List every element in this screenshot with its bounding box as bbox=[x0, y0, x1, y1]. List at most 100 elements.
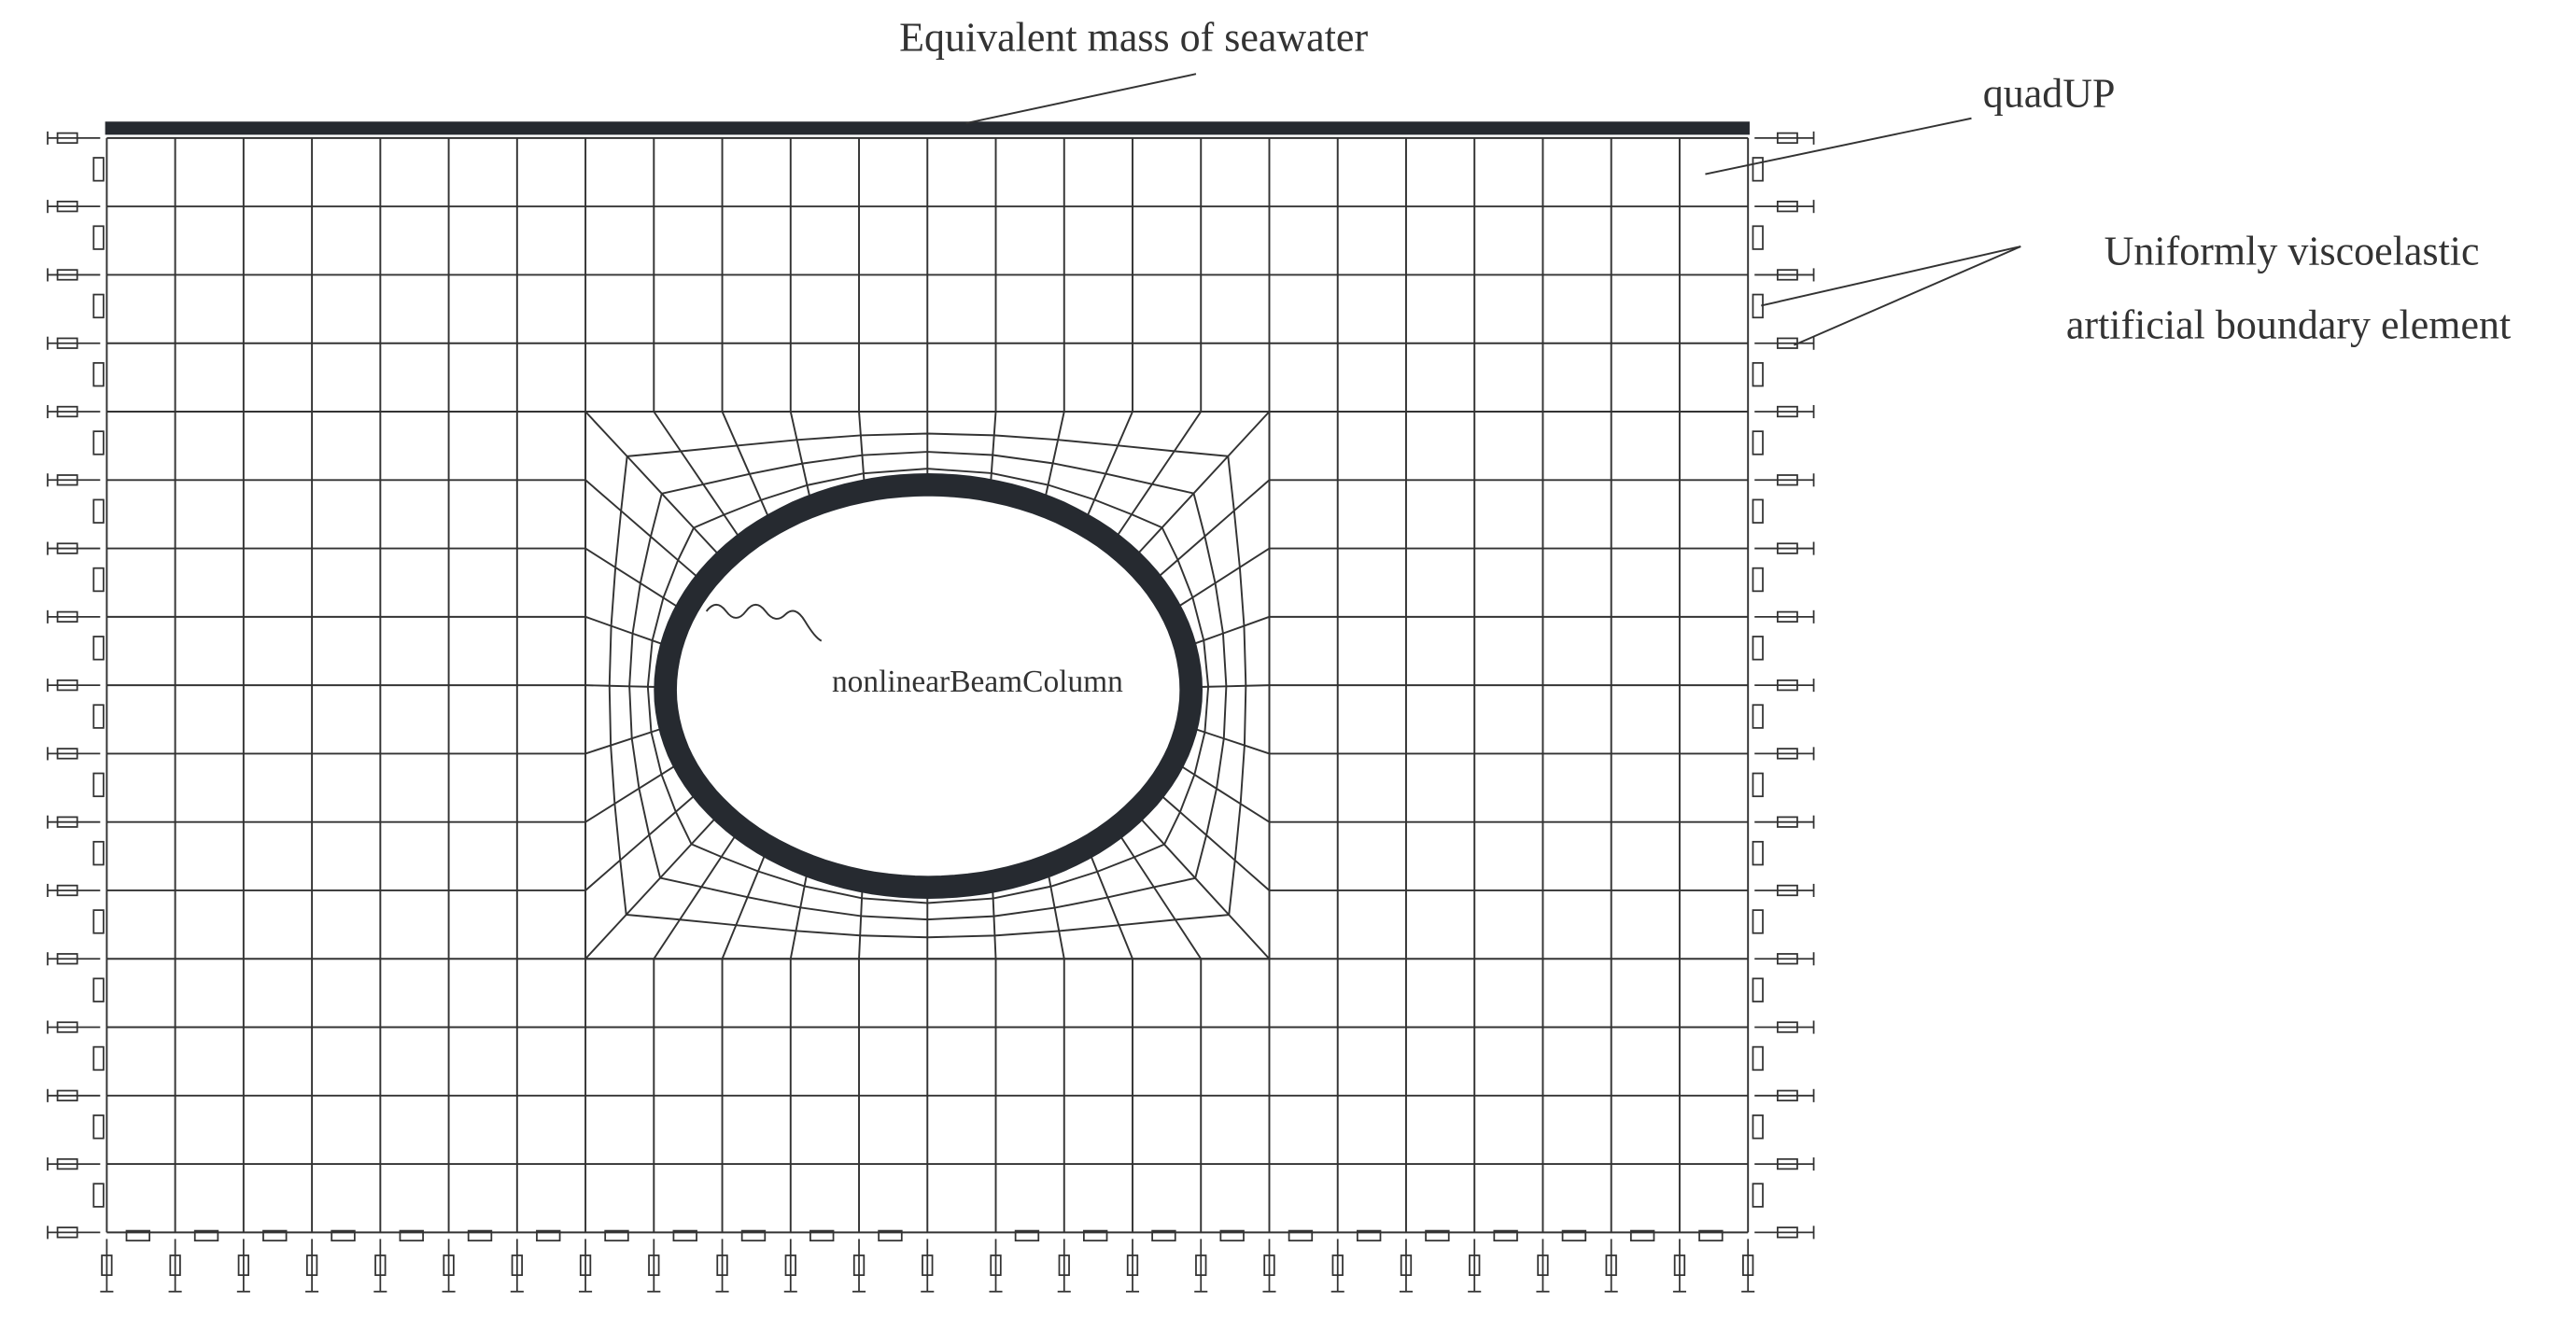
damper bbox=[1776, 816, 1798, 828]
damper bbox=[1776, 201, 1798, 213]
radial-line bbox=[1086, 847, 1133, 960]
radial-line bbox=[584, 724, 670, 755]
damper bbox=[604, 1229, 629, 1242]
damper bbox=[193, 1229, 219, 1242]
damper bbox=[1776, 884, 1798, 897]
damper bbox=[878, 1229, 903, 1242]
damper bbox=[1742, 1254, 1754, 1277]
damper bbox=[399, 1229, 424, 1242]
damper bbox=[1776, 1021, 1798, 1033]
damper bbox=[56, 610, 78, 623]
ring-line bbox=[584, 411, 1271, 960]
damper bbox=[784, 1254, 796, 1277]
ring-line bbox=[628, 451, 1228, 921]
radial-line bbox=[789, 411, 813, 507]
damper bbox=[648, 1254, 660, 1277]
radial-line bbox=[1082, 411, 1133, 525]
damper bbox=[1776, 748, 1798, 760]
damper bbox=[511, 1254, 523, 1277]
damper bbox=[1195, 1254, 1207, 1277]
damper bbox=[716, 1254, 728, 1277]
radial-line bbox=[1185, 615, 1270, 649]
damper bbox=[56, 201, 78, 213]
damper bbox=[1776, 132, 1798, 145]
beam-label: nonlinearBeamColumn bbox=[832, 665, 1123, 699]
damper bbox=[56, 1226, 78, 1239]
leader-line bbox=[1761, 245, 2021, 307]
radial-line bbox=[1190, 684, 1270, 689]
damper bbox=[1752, 977, 1764, 1002]
leader-lines bbox=[705, 73, 2021, 642]
damper bbox=[1752, 909, 1764, 934]
damper bbox=[1752, 225, 1764, 250]
damper bbox=[1126, 1254, 1139, 1277]
damper bbox=[443, 1254, 455, 1277]
leader-squiggle bbox=[705, 603, 823, 642]
damper bbox=[1752, 567, 1764, 593]
damper bbox=[56, 748, 78, 760]
damper bbox=[1776, 610, 1798, 623]
damper bbox=[1776, 474, 1798, 486]
damper bbox=[92, 567, 105, 593]
damper bbox=[1776, 405, 1798, 418]
seawater-label: Equivalent mass of seawater bbox=[899, 15, 1368, 61]
damper bbox=[1082, 1229, 1108, 1242]
damper bbox=[92, 1045, 105, 1072]
damper bbox=[1752, 840, 1764, 866]
damper bbox=[1776, 1089, 1798, 1101]
radial-line bbox=[989, 411, 997, 491]
damper bbox=[92, 909, 105, 934]
radial-line bbox=[721, 846, 769, 960]
damper bbox=[237, 1254, 250, 1277]
damper bbox=[467, 1229, 493, 1242]
damper bbox=[1776, 1226, 1798, 1239]
damper bbox=[125, 1229, 151, 1242]
damper bbox=[1537, 1254, 1549, 1277]
damper bbox=[1776, 1157, 1798, 1170]
damper bbox=[92, 157, 105, 182]
damper bbox=[56, 542, 78, 554]
damper bbox=[1331, 1254, 1344, 1277]
damper bbox=[1014, 1229, 1040, 1242]
radial-line bbox=[858, 411, 866, 491]
damper bbox=[56, 1089, 78, 1101]
damper bbox=[101, 1254, 113, 1277]
ring-line bbox=[608, 432, 1247, 939]
damper bbox=[1752, 430, 1764, 455]
damper bbox=[1752, 157, 1764, 182]
damper bbox=[169, 1254, 181, 1277]
damper bbox=[1776, 679, 1798, 692]
damper bbox=[262, 1229, 288, 1242]
damper bbox=[1752, 704, 1764, 729]
damper bbox=[1263, 1254, 1275, 1277]
damper bbox=[1776, 269, 1798, 281]
radial-line bbox=[584, 615, 672, 649]
damper bbox=[56, 884, 78, 897]
damper bbox=[92, 772, 105, 798]
damper bbox=[1058, 1254, 1070, 1277]
boundary-dampers bbox=[47, 131, 1815, 1293]
damper bbox=[1752, 636, 1764, 661]
damper bbox=[56, 337, 78, 349]
damper bbox=[92, 840, 105, 866]
damper bbox=[1673, 1254, 1686, 1277]
damper bbox=[56, 1021, 78, 1033]
damper bbox=[92, 704, 105, 729]
damper bbox=[92, 977, 105, 1002]
damper bbox=[1629, 1229, 1655, 1242]
damper bbox=[56, 269, 78, 281]
quad-label: quadUP bbox=[1983, 70, 2116, 116]
radial-line bbox=[721, 411, 773, 525]
damper bbox=[92, 225, 105, 250]
damper bbox=[809, 1229, 835, 1242]
damper bbox=[92, 1183, 105, 1208]
damper bbox=[672, 1229, 697, 1242]
damper bbox=[92, 1114, 105, 1140]
damper bbox=[1776, 953, 1798, 965]
damper bbox=[1356, 1229, 1382, 1242]
radial-line bbox=[1046, 865, 1065, 960]
damper bbox=[536, 1229, 561, 1242]
damper bbox=[1698, 1229, 1724, 1242]
damper bbox=[56, 1157, 78, 1170]
